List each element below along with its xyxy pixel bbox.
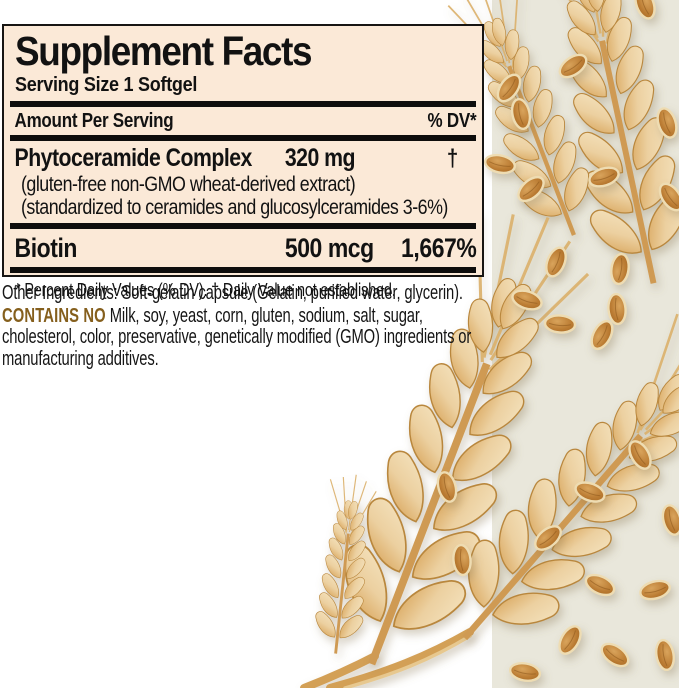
divider-bar (10, 134, 476, 141)
ingredient-amount: 500 mcg (284, 232, 374, 263)
ingredient-dv: 1,667% (401, 232, 477, 263)
other-ingredients: Other Ingredients: Soft-gelatin capsule … (2, 281, 463, 304)
ingredient-amount: 320 mg (284, 143, 356, 172)
panel-title: Supplement Facts (15, 28, 313, 74)
label-details: Other Ingredients: Soft-gelatin capsule … (2, 282, 486, 370)
amount-header-row: Amount Per Serving % DV* (12, 107, 477, 135)
ingredient-row-biotin: Biotin 500 mcg 1,667% (12, 229, 477, 267)
divider-bar (10, 266, 476, 273)
amount-per-serving-label: Amount Per Serving (14, 109, 174, 132)
contains-no-text: Milk, soy, yeast, corn, gluten, sodium, … (2, 303, 472, 371)
wheat-stems (300, 628, 474, 688)
supplement-facts-panel: Supplement Facts Serving Size 1 Softgel … (2, 24, 484, 300)
ingredient-name: Biotin (14, 232, 78, 263)
divider-bar (10, 222, 476, 229)
ingredient-dv: † (446, 144, 458, 172)
ingredient-subtext: (standardized to ceramides and glucosylc… (21, 195, 448, 219)
ingredient-subtext: (gluten-free non-GMO wheat-derived extra… (21, 172, 356, 196)
beige-photo-panel (492, 0, 679, 688)
dv-footnote: * Percent Daily Values (% DV). † Daily V… (15, 278, 396, 300)
ingredient-row-phytoceramide: Phytoceramide Complex 320 mg † (12, 141, 476, 173)
serving-size: Serving Size 1 Softgel (15, 73, 198, 96)
divider-bar (10, 100, 476, 107)
ingredient-name: Phytoceramide Complex (14, 143, 253, 172)
dv-header-label: % DV* (427, 109, 477, 132)
contains-no-statement: CONTAINS NO Milk, soy, yeast, corn, glut… (2, 303, 486, 371)
contains-no-label: CONTAINS NO (2, 303, 106, 327)
